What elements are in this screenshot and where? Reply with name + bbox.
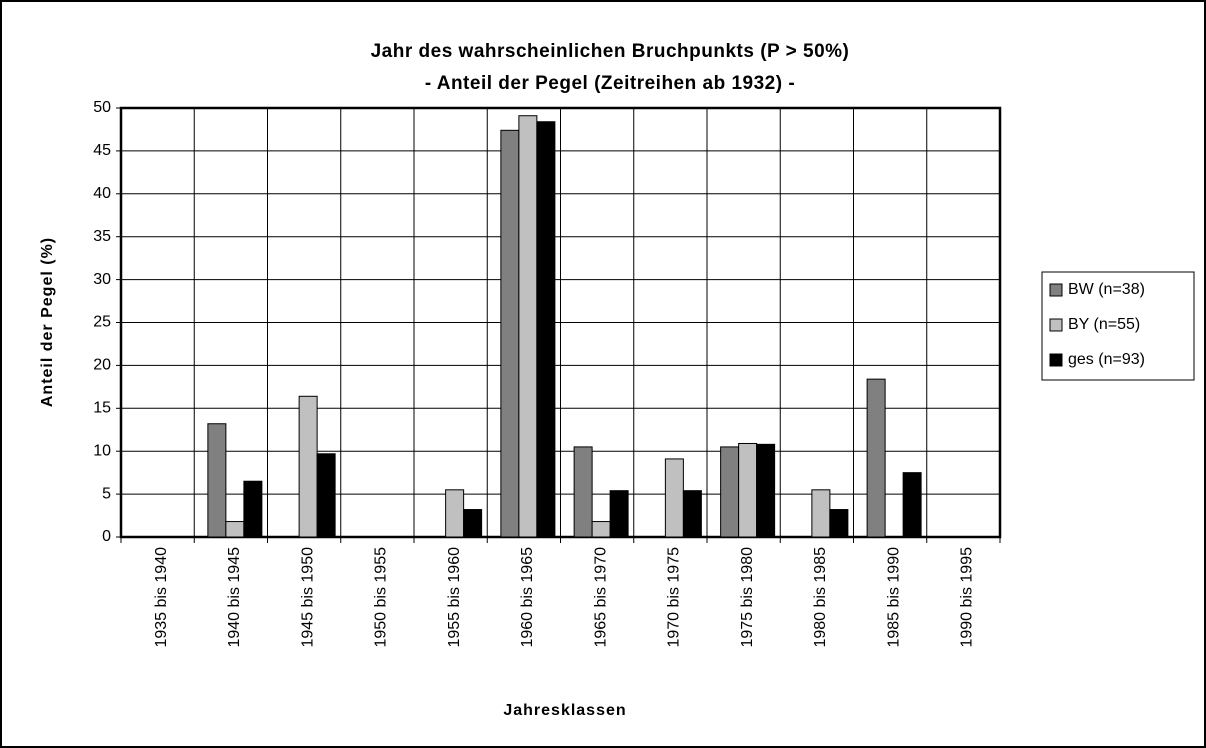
y-tick-label: 25 (93, 314, 111, 331)
bar (518, 115, 538, 538)
bar (609, 490, 629, 538)
legend-label: BW (n=38) (1068, 281, 1145, 298)
x-tick-label: 1945 bis 1950 (299, 547, 316, 648)
y-tick-label: 20 (93, 357, 111, 374)
x-tick-label: 1935 bis 1940 (153, 547, 170, 648)
y-tick-label: 10 (93, 442, 111, 459)
chart-subtitle: - Anteil der Pegel (Zeitreihen ab 1932) … (425, 73, 795, 94)
bar (829, 509, 849, 538)
x-tick-label: 1940 bis 1945 (226, 547, 243, 648)
x-tick-label: 1950 bis 1955 (373, 547, 390, 648)
x-tick-label: 1965 bis 1970 (592, 547, 609, 648)
y-tick-label: 35 (93, 228, 111, 245)
bar (445, 489, 465, 538)
bar (536, 121, 556, 538)
bar (738, 442, 758, 538)
y-tick-label: 5 (102, 485, 111, 502)
bar (225, 521, 245, 538)
bar (664, 458, 684, 538)
bar (316, 453, 336, 538)
legend-swatch (1049, 353, 1063, 367)
x-tick-label: 1960 bis 1965 (519, 547, 536, 648)
bar (207, 423, 227, 538)
bar (902, 472, 922, 538)
x-tick-label: 1955 bis 1960 (446, 547, 463, 648)
x-tick-label: 1980 bis 1985 (812, 547, 829, 648)
legend-swatch (1049, 283, 1063, 297)
legend-label: ges (n=93) (1068, 351, 1145, 368)
y-tick-label: 45 (93, 142, 111, 159)
y-tick-label: 50 (93, 99, 111, 116)
legend-label: BY (n=55) (1068, 316, 1140, 333)
bar (573, 446, 593, 538)
x-axis-title: Jahresklassen (503, 702, 626, 719)
chart-title: Jahr des wahrscheinlichen Bruchpunkts (P… (371, 41, 850, 62)
bar (500, 129, 520, 538)
bar (811, 489, 831, 538)
y-tick-label: 15 (93, 400, 111, 417)
y-tick-label: 40 (93, 185, 111, 202)
bar (866, 378, 886, 538)
bar (463, 509, 483, 538)
bar (298, 395, 318, 538)
bar (756, 443, 776, 538)
legend-swatch (1049, 318, 1063, 332)
y-axis-title: Anteil der Pegel (%) (39, 237, 56, 407)
y-tick-label: 30 (93, 271, 111, 288)
bar (243, 480, 263, 538)
x-tick-label: 1970 bis 1975 (666, 547, 683, 648)
bar (682, 490, 702, 538)
y-tick-label: 0 (102, 528, 111, 545)
x-tick-label: 1975 bis 1980 (739, 547, 756, 648)
x-tick-label: 1985 bis 1990 (885, 547, 902, 648)
bar (720, 446, 740, 538)
plot-frame (119, 106, 1002, 539)
bar (591, 521, 611, 538)
legend-box (1041, 271, 1195, 381)
x-tick-label: 1990 bis 1995 (959, 547, 976, 648)
